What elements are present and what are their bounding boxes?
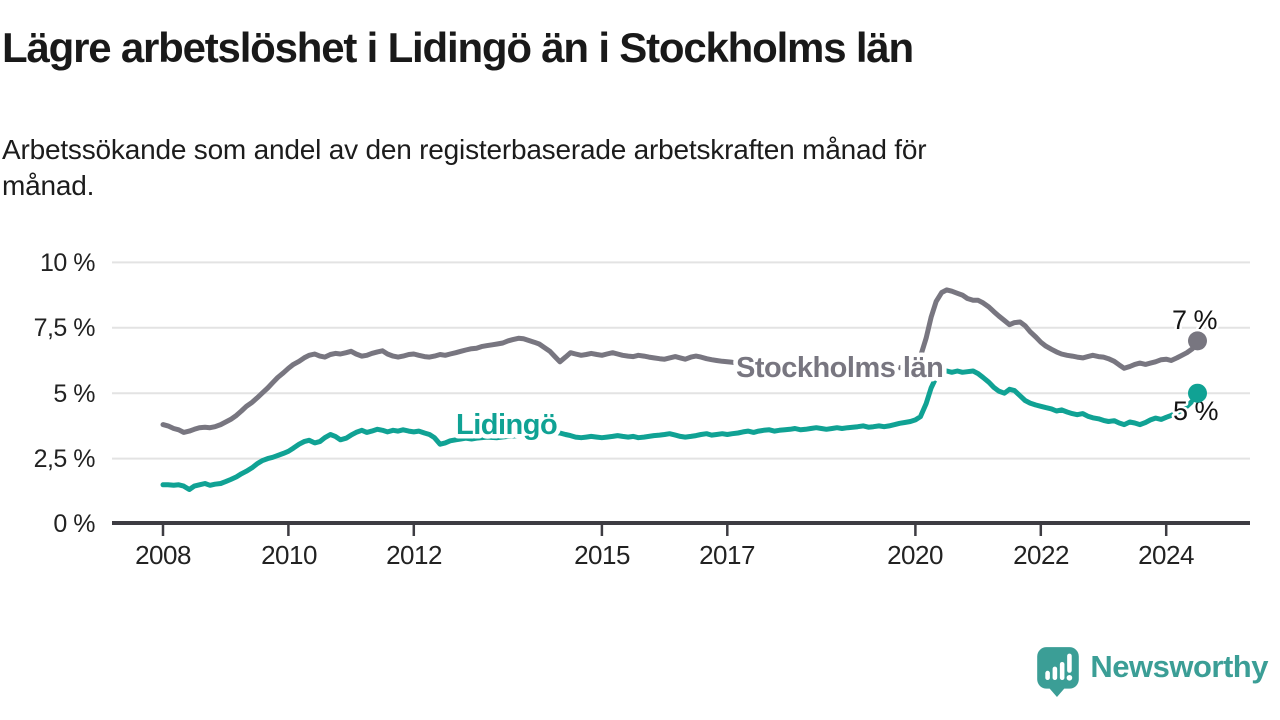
x-axis-label-2022: 2022 [1013,540,1069,570]
series-lines [160,287,1200,492]
x-axis-label-2010: 2010 [261,540,317,570]
end-dot-stockholms-lan [1188,331,1207,351]
x-axis-label-2008: 2008 [135,540,191,570]
y-axis-label-5: 5 % [53,380,95,408]
series-label-stockholms-lan: Stockholms län [736,352,943,384]
chart-title: Lägre arbetslöshet i Lidingö än i Stockh… [2,24,914,71]
x-axis-label-2017: 2017 [699,540,755,570]
x-axis-label-2020: 2020 [887,540,943,570]
y-axis-label-0: 0 % [53,510,95,538]
gridlines [112,261,1250,460]
chart-subtitle: Arbetssökande som andel av den registerb… [2,134,927,202]
x-axis [112,521,1250,536]
x-axis-label-2024: 2024 [1138,540,1194,570]
end-dot-lidingo [1188,383,1207,403]
x-axis-label-2012: 2012 [386,540,442,570]
bar-chart-glyph [1045,653,1073,681]
newsworthy-logo: Newsworthy [1035,645,1268,697]
y-axis-label-7-5: 7,5 % [34,314,96,342]
series-label-lidingo: Lidingö [456,409,557,441]
exclamation-dot [1067,674,1073,681]
y-axis-label-2-5: 2,5 % [34,445,96,473]
bar-chart-speech-bubble-icon [1037,647,1080,697]
series-line-stockholms-lan [160,287,1200,435]
x-axis-label-2015: 2015 [574,540,630,570]
newsworthy-logo-text: Newsworthy [1090,648,1268,684]
series-end-dots [1188,331,1207,403]
y-axis-label-10: 10 % [40,249,95,277]
series-line-lidingo [160,368,1200,492]
speech-bubble-shape [1037,647,1080,697]
end-value-label-stockholms-lan: 7 % [1172,305,1218,335]
